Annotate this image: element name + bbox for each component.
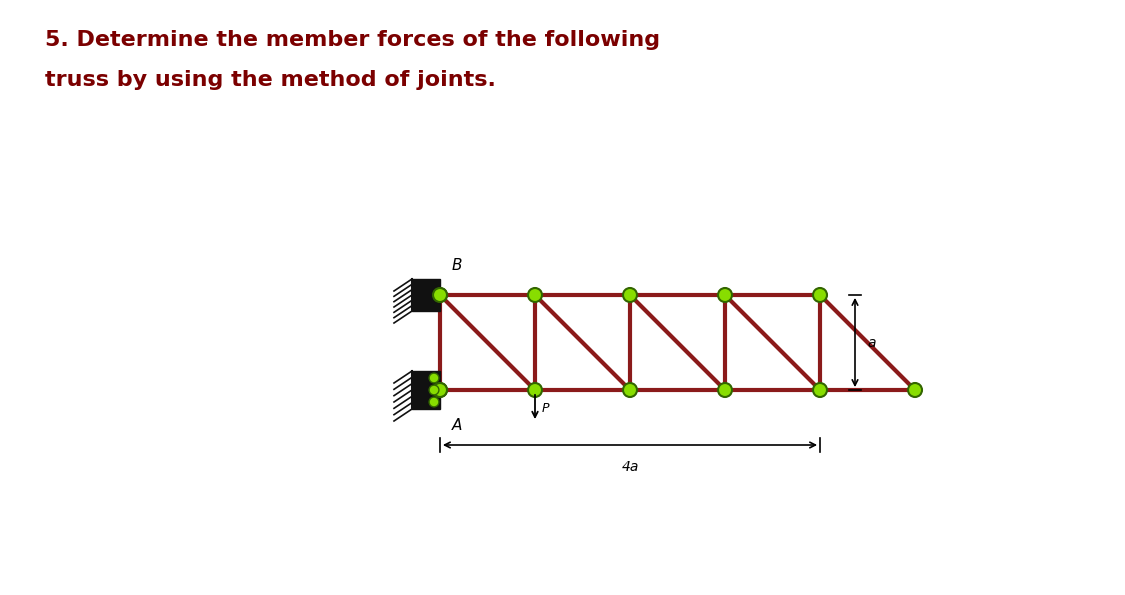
Circle shape xyxy=(528,383,542,397)
Circle shape xyxy=(433,288,447,302)
Circle shape xyxy=(429,385,439,395)
Bar xyxy=(412,279,440,311)
Circle shape xyxy=(429,373,439,383)
Text: P: P xyxy=(542,402,549,415)
Circle shape xyxy=(718,383,732,397)
Circle shape xyxy=(813,383,827,397)
Circle shape xyxy=(623,383,637,397)
Text: a: a xyxy=(867,336,875,349)
Text: B: B xyxy=(452,258,462,273)
Text: A: A xyxy=(452,418,462,433)
Circle shape xyxy=(433,383,447,397)
Circle shape xyxy=(433,288,447,302)
Text: 5. Determine the member forces of the following: 5. Determine the member forces of the fo… xyxy=(45,30,660,50)
Circle shape xyxy=(433,383,447,397)
Circle shape xyxy=(908,383,922,397)
Text: 4a: 4a xyxy=(621,460,639,474)
Circle shape xyxy=(813,288,827,302)
Bar xyxy=(412,371,440,409)
Circle shape xyxy=(718,288,732,302)
Circle shape xyxy=(623,288,637,302)
Circle shape xyxy=(429,397,439,407)
Text: truss by using the method of joints.: truss by using the method of joints. xyxy=(45,70,496,90)
Circle shape xyxy=(528,288,542,302)
